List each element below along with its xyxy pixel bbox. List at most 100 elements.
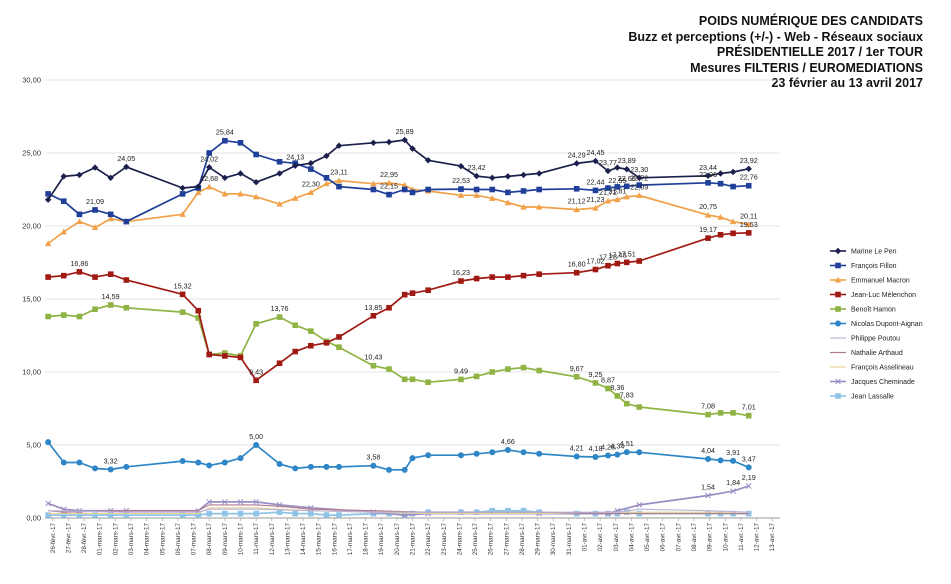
x-tick-label: 26-févr.-17: [50, 523, 57, 554]
data-label: 22,76: [740, 173, 758, 182]
data-point: [605, 262, 611, 269]
data-label: 24,29: [568, 150, 586, 159]
data-point: [206, 462, 213, 469]
data-point: [370, 362, 377, 369]
data-point: [206, 150, 213, 156]
data-point: [276, 314, 283, 320]
data-point: [335, 177, 343, 184]
data-label: 16,80: [568, 260, 586, 269]
data-point: [123, 463, 130, 470]
series-line: [48, 232, 749, 382]
data-point: [92, 512, 98, 518]
data-point: [504, 446, 511, 453]
data-point: [504, 173, 512, 180]
data-point: [573, 453, 580, 460]
data-point: [489, 174, 496, 182]
data-point: [292, 322, 299, 329]
data-point: [473, 172, 480, 180]
data-label: 20,11: [740, 211, 757, 220]
data-label: 9,43: [249, 367, 263, 376]
data-point: [76, 512, 83, 518]
data-point: [221, 459, 228, 466]
legend-label: Philippe Poutou: [851, 336, 900, 343]
data-point: [276, 460, 283, 467]
data-point: [60, 512, 67, 518]
legend-label: Jean-Luc Mélenchon: [851, 292, 916, 299]
data-point: [45, 500, 51, 507]
data-label: 23,42: [468, 163, 486, 172]
data-label: 13,85: [364, 303, 382, 312]
data-point: [206, 499, 213, 505]
data-point: [745, 230, 752, 236]
legend-label: Nathalie Arthaud: [851, 350, 903, 357]
data-point: [409, 455, 416, 462]
data-label: 8,36: [610, 383, 624, 392]
data-point: [536, 186, 542, 193]
x-tick-label: 14-mars-17: [300, 523, 307, 556]
data-point: [76, 218, 83, 225]
chart-subtitle: Buzz et perceptions (+/-) - Web - Réseau…: [628, 29, 923, 44]
data-point: [252, 193, 260, 200]
data-point: [504, 199, 512, 206]
x-tick-label: 07-mars-17: [191, 523, 198, 556]
data-point: [195, 459, 202, 466]
data-label: 22,72: [630, 173, 648, 182]
data-label: 2,19: [742, 473, 756, 482]
data-point: [253, 377, 259, 384]
data-point: [195, 307, 202, 314]
data-point: [292, 465, 299, 472]
data-point: [623, 183, 630, 190]
data-point: [473, 186, 480, 193]
data-point: [730, 488, 736, 494]
data-point: [623, 193, 630, 200]
data-point: [536, 450, 543, 457]
data-point: [179, 191, 186, 197]
y-tick-label: 30,00: [22, 76, 41, 85]
data-point: [614, 196, 621, 203]
data-point: [179, 291, 186, 298]
data-point: [489, 449, 496, 456]
data-point: [308, 510, 314, 517]
data-point: [60, 459, 67, 466]
data-point: [730, 410, 736, 416]
data-point: [457, 192, 465, 198]
data-point: [92, 274, 98, 280]
data-point: [717, 170, 724, 177]
data-label: 4,21: [570, 444, 584, 453]
data-label: 22,53: [452, 176, 470, 185]
data-point: [489, 186, 496, 193]
data-point: [323, 152, 330, 160]
data-point: [276, 509, 283, 515]
data-label: 24,45: [586, 148, 604, 157]
data-point: [76, 313, 83, 320]
data-label: 4,28: [601, 443, 615, 452]
x-tick-label: 10-mars-17: [237, 523, 244, 556]
data-point: [401, 466, 408, 473]
data-point: [592, 453, 599, 460]
data-point: [401, 186, 408, 193]
data-point: [221, 190, 229, 197]
data-point: [592, 380, 599, 386]
data-point: [76, 211, 83, 218]
series-nicolas-dupont-aignan: [45, 439, 752, 473]
legend-label: Nicolas Dupont-Aignan: [851, 321, 923, 328]
data-label: 23,89: [618, 156, 636, 165]
data-point: [253, 442, 260, 448]
data-label: 17,02: [586, 257, 604, 266]
x-tick-label: 08-mars-17: [206, 523, 213, 556]
data-label: 23,92: [740, 156, 758, 165]
legend-marker: [834, 276, 842, 283]
data-point: [705, 456, 712, 463]
data-point: [370, 510, 377, 517]
data-point: [45, 313, 51, 320]
data-point: [705, 179, 711, 186]
data-point: [409, 290, 416, 296]
legend: Marine Le Pen François Fillon Emmanuel Mac…: [830, 247, 923, 401]
legend-item: Emmanuel Macron: [830, 276, 910, 285]
data-point: [308, 342, 314, 349]
data-point: [44, 240, 52, 247]
data-point: [60, 272, 67, 279]
legend-label: Marine Le Pen: [851, 249, 897, 256]
data-point: [386, 191, 392, 198]
data-label: 23,30: [630, 165, 648, 174]
